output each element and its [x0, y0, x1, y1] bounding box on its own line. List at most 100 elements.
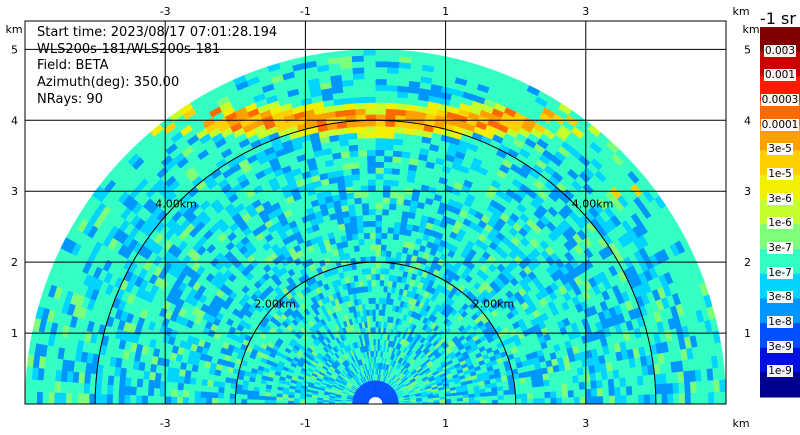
data-cell	[660, 383, 668, 395]
data-cell	[383, 274, 390, 281]
data-cell	[561, 390, 569, 398]
data-cell	[708, 391, 715, 404]
data-cell	[342, 216, 351, 224]
data-cell	[694, 369, 702, 382]
data-cell	[532, 386, 539, 394]
data-cell	[612, 369, 620, 379]
data-cell	[399, 162, 409, 171]
data-cell	[359, 173, 368, 181]
data-cell	[392, 150, 402, 158]
data-cell	[383, 155, 393, 163]
data-cell	[368, 303, 373, 310]
data-cell	[384, 138, 394, 145]
data-cell	[614, 386, 621, 396]
data-cell	[366, 137, 376, 145]
data-cell	[497, 390, 504, 396]
data-cell	[363, 232, 370, 240]
data-cell	[367, 167, 376, 174]
data-cell	[689, 369, 697, 382]
data-cell	[367, 291, 372, 299]
data-cell	[341, 210, 350, 218]
data-cell	[690, 392, 697, 404]
data-cell	[375, 167, 384, 174]
data-cell	[357, 232, 365, 240]
data-cell	[357, 143, 367, 151]
data-cell	[371, 297, 376, 304]
data-cell	[719, 379, 726, 392]
data-cell	[578, 381, 586, 390]
data-cell	[365, 108, 376, 115]
data-cell	[383, 280, 389, 287]
data-cell	[637, 384, 645, 395]
backscatter-field	[25, 49, 726, 404]
data-cell	[375, 102, 387, 109]
data-cell	[386, 84, 398, 92]
data-cell	[344, 103, 356, 111]
data-cell	[393, 227, 401, 235]
data-cell	[366, 149, 376, 157]
data-cell	[367, 179, 376, 186]
data-cell	[394, 209, 403, 217]
data-cell	[366, 161, 376, 168]
data-cell	[382, 179, 392, 186]
data-cell	[625, 376, 633, 387]
data-cell	[368, 214, 376, 222]
data-cell	[377, 338, 381, 346]
data-cell	[590, 380, 598, 389]
data-cell	[700, 368, 708, 382]
data-cell	[515, 393, 522, 400]
data-cell	[343, 174, 353, 182]
data-cell	[391, 168, 401, 175]
data-cell	[386, 232, 394, 240]
data-cell	[392, 233, 400, 241]
data-cell	[397, 186, 406, 194]
data-cell	[375, 55, 388, 62]
data-cell	[378, 297, 383, 304]
data-cell	[364, 250, 371, 257]
data-cell	[378, 315, 382, 322]
data-cell	[375, 191, 383, 198]
data-cell	[375, 256, 381, 263]
data-cell	[462, 397, 470, 402]
data-cell	[375, 114, 386, 121]
data-cell	[527, 398, 534, 404]
data-cell	[526, 387, 533, 394]
data-cell	[706, 368, 714, 381]
data-cell	[508, 384, 516, 390]
data-cell	[379, 291, 384, 299]
data-cell	[382, 203, 390, 210]
data-cell	[375, 344, 378, 351]
data-cell	[355, 120, 367, 128]
data-cell	[375, 279, 380, 287]
data-cell	[643, 384, 651, 395]
data-cell	[375, 321, 379, 328]
data-cell	[553, 371, 561, 379]
data-cell	[661, 393, 668, 404]
data-cell	[375, 315, 379, 322]
data-cell	[602, 387, 610, 397]
data-cell	[390, 179, 399, 187]
data-cell	[354, 102, 366, 110]
data-cell	[538, 385, 545, 393]
data-cell	[350, 227, 358, 235]
data-cell	[370, 261, 376, 269]
data-cell	[388, 203, 397, 211]
data-cell	[342, 168, 352, 176]
data-cell	[384, 132, 395, 139]
data-cell	[375, 131, 386, 139]
data-cell	[567, 382, 574, 391]
data-cell	[468, 400, 475, 404]
data-cell	[608, 395, 616, 404]
data-cell	[601, 379, 609, 389]
data-cell	[383, 173, 392, 181]
data-cell	[531, 380, 539, 388]
data-cell	[368, 202, 376, 210]
data-cell	[375, 72, 388, 80]
data-cell	[368, 196, 376, 204]
data-cell	[389, 191, 398, 199]
data-cell	[352, 67, 365, 74]
data-cell	[456, 397, 464, 402]
data-cell	[550, 397, 557, 404]
data-cell	[595, 371, 603, 381]
data-cell	[386, 67, 399, 74]
